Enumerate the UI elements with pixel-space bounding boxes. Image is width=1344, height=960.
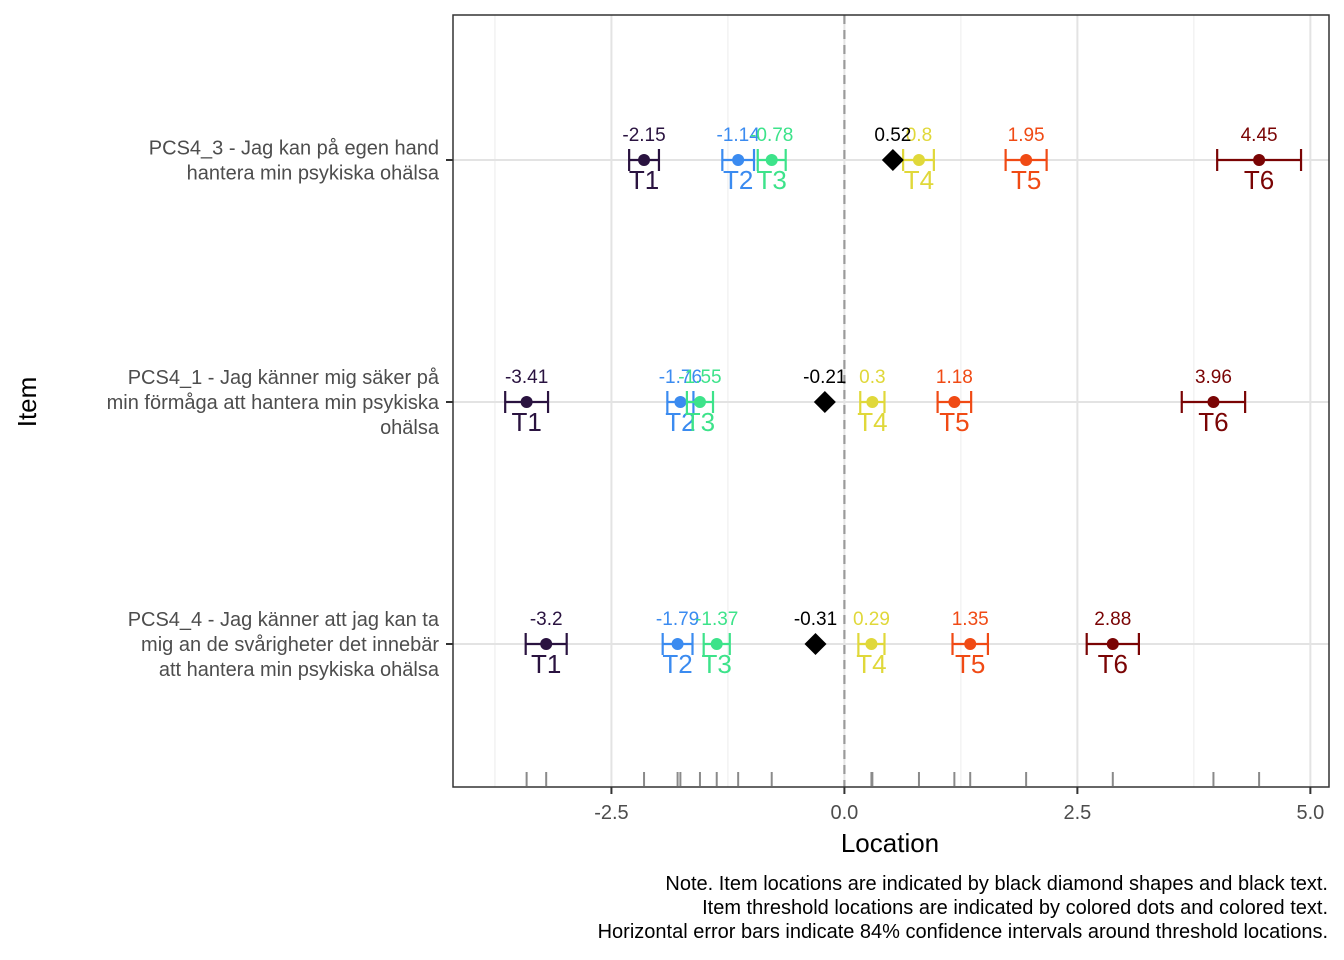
threshold-point	[732, 154, 745, 166]
item-row: -3.41 T1 -1.76 T2 -1.55 T3 0.3 T4 1.18 T5 3.96 T6 -0…	[504, 367, 1247, 437]
y-axis-title: Item	[12, 377, 42, 428]
threshold-name-label: T5	[1011, 165, 1041, 195]
threshold-location-chart: -2.15 T1 -1.14 T2 -0.78 T3 0.8 T4 1.95 T5 4.45 T6 0.…	[12, 14, 1330, 858]
note-line-2: Item threshold locations are indicated b…	[702, 897, 1328, 919]
threshold-value-label: -1.14	[717, 125, 761, 146]
x-tick-label: 5.0	[1296, 802, 1324, 824]
threshold-point	[1106, 638, 1119, 650]
threshold-name-label: T6	[1198, 407, 1228, 437]
threshold-value-label: -3.41	[505, 367, 548, 388]
y-tick-label-line: att hantera min psykiska ohälsa	[159, 659, 440, 681]
y-tick-label: PCS4_4 - Jag känner att jag kan ta mig an…	[128, 609, 440, 681]
y-tick-label-line: PCS4_4 - Jag känner att jag kan ta	[128, 609, 440, 631]
y-tick-label-line: PCS4_1 - Jag känner mig säker på	[128, 367, 440, 389]
threshold-name-label: T3	[757, 165, 787, 195]
threshold-value-label: -3.2	[530, 609, 563, 630]
threshold-point	[671, 638, 684, 650]
threshold-name-label: T6	[1098, 649, 1128, 679]
threshold-name-label: T2	[662, 649, 692, 679]
threshold-name-label: T5	[939, 407, 969, 437]
threshold-value-label: 1.18	[936, 367, 973, 388]
chart-note: Note. Item locations are indicated by bl…	[598, 872, 1328, 944]
threshold-point	[1020, 154, 1033, 166]
threshold-value-label: 0.3	[859, 367, 885, 388]
x-tick-label: 0.0	[830, 802, 858, 824]
threshold-value-label: -2.15	[622, 125, 665, 146]
threshold-point	[638, 154, 651, 166]
threshold-point	[765, 154, 778, 166]
y-tick-label-line: ohälsa	[380, 417, 440, 439]
y-tick-label-line: PCS4_3 - Jag kan på egen hand	[149, 138, 439, 160]
x-tick-label: 2.5	[1063, 802, 1091, 824]
threshold-value-label: 2.88	[1094, 609, 1131, 630]
threshold-value-label: 1.35	[952, 609, 989, 630]
item-row: -3.2 T1 -1.79 T2-1.37 T3 0.29 T4 1.35 T5 2.88 T6 -0…	[524, 609, 1140, 679]
note-line-1: Note. Item locations are indicated by bl…	[665, 873, 1328, 895]
threshold-name-label: T2	[723, 165, 753, 195]
threshold-name-label: T6	[1244, 165, 1274, 195]
item-location-label: -0.21	[803, 367, 846, 388]
threshold-point	[865, 638, 878, 650]
threshold-value-label: 0.29	[853, 609, 890, 630]
y-tick-label: PCS4_3 - Jag kan på egen hand hantera min…	[149, 138, 440, 185]
threshold-point	[540, 638, 553, 650]
item-location-label: -0.31	[794, 609, 837, 630]
threshold-value-label: 0.8	[906, 125, 932, 146]
threshold-name-label: T1	[531, 649, 561, 679]
threshold-value-label: -1.79	[656, 609, 699, 630]
threshold-name-label: T5	[955, 649, 985, 679]
marks-layer: -2.15 T1 -1.14 T2 -0.78 T3 0.8 T4 1.95 T5 4.45 T6 0.…	[504, 125, 1303, 679]
x-axis-title: Location	[841, 828, 939, 858]
threshold-value-label: -0.78	[750, 125, 793, 146]
threshold-name-label: T4	[857, 407, 887, 437]
threshold-name-label: T1	[511, 407, 541, 437]
threshold-point	[693, 396, 706, 408]
item-location-diamond	[804, 633, 827, 655]
x-tick-label: -2.5	[594, 802, 628, 824]
threshold-point	[912, 154, 925, 166]
threshold-value-label: 3.96	[1195, 367, 1232, 388]
threshold-point	[1253, 154, 1266, 166]
panel-border	[452, 14, 1330, 788]
y-tick-label-line: min förmåga att hantera min psykiska	[107, 392, 440, 414]
threshold-point	[1207, 396, 1220, 408]
threshold-value-label: -1.55	[678, 367, 721, 388]
axis-layer: PCS4_3 - Jag kan på egen hand hantera min…	[107, 14, 1330, 824]
note-line-3: Horizontal error bars indicate 84% confi…	[597, 921, 1328, 943]
rug-layer	[525, 772, 1261, 786]
threshold-value-label: 1.95	[1008, 125, 1045, 146]
threshold-point	[710, 638, 723, 650]
item-row: -2.15 T1 -1.14 T2 -0.78 T3 0.8 T4 1.95 T5 4.45 T6 0.…	[622, 125, 1303, 195]
y-tick-label-line: mig an de svårigheter det innebär	[141, 634, 439, 656]
threshold-name-label: T4	[856, 649, 886, 679]
threshold-name-label: T1	[629, 165, 659, 195]
threshold-point	[866, 396, 879, 408]
threshold-value-label: -1.37	[695, 609, 738, 630]
item-location-label: 0.52	[874, 125, 911, 146]
threshold-point	[964, 638, 977, 650]
threshold-point	[520, 396, 533, 408]
y-tick-label-line: hantera min psykiska ohälsa	[187, 163, 440, 185]
threshold-value-label: -1.76	[659, 367, 702, 388]
y-tick-label: PCS4_1 - Jag känner mig säker på min förm…	[107, 367, 440, 439]
threshold-name-label: T4	[904, 165, 934, 195]
threshold-name-label: T2	[665, 407, 695, 437]
threshold-name-label: T3	[702, 649, 732, 679]
threshold-point	[674, 396, 687, 408]
threshold-point	[948, 396, 961, 408]
threshold-value-label: 4.45	[1241, 125, 1278, 146]
item-location-diamond	[813, 391, 836, 413]
item-location-diamond	[881, 149, 904, 171]
threshold-name-label: T3	[685, 407, 715, 437]
